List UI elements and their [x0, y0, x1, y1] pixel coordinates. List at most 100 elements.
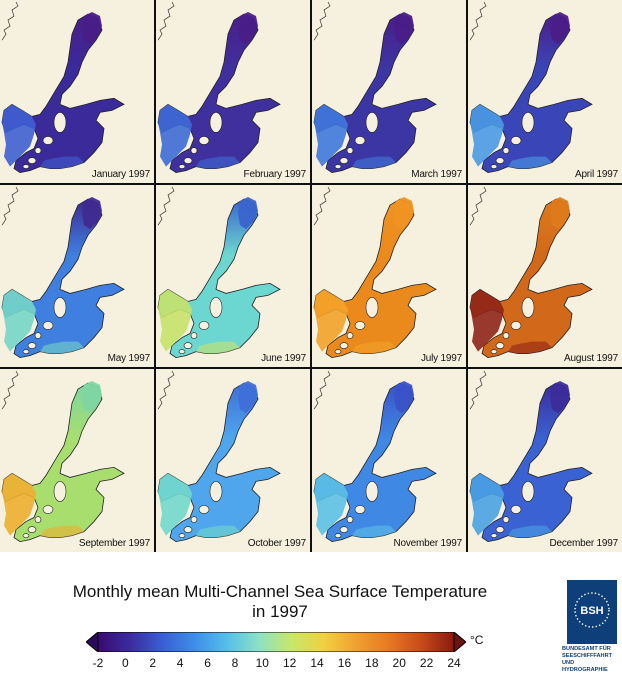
- northern-gulf-area: [82, 196, 102, 229]
- island: [209, 112, 223, 133]
- baltic-sea-map: [469, 1, 593, 174]
- island: [495, 526, 505, 534]
- coastline: [1, 186, 19, 225]
- month-label: August 1997: [564, 353, 618, 365]
- island: [334, 348, 342, 354]
- island: [365, 296, 379, 318]
- island: [502, 331, 510, 339]
- northern-gulf-area: [550, 381, 570, 414]
- island: [22, 348, 30, 354]
- northern-gulf-area: [238, 381, 258, 414]
- logo-text: BUNDESAMT FÜR SEESCHIFFFAHRT UND HYDROGR…: [562, 646, 622, 674]
- month-label: October 1997: [247, 538, 306, 549]
- colorbar-tick-label: 18: [365, 656, 379, 670]
- island: [183, 157, 193, 164]
- colorbar-left-arrow: [86, 632, 99, 652]
- month-label: December 1997: [549, 538, 618, 549]
- title-line-1: Monthly mean Multi-Channel Sea Surface T…: [72, 582, 488, 601]
- island: [510, 136, 522, 145]
- island: [365, 481, 379, 503]
- island: [346, 331, 354, 339]
- colorbar-tick-label: 24: [447, 656, 461, 670]
- island: [339, 341, 349, 349]
- southern-coast-area: [352, 341, 396, 354]
- colorbar-tick-label: 10: [255, 656, 269, 670]
- month-label: November 1997: [393, 538, 462, 549]
- baltic-sea-map: [157, 371, 281, 543]
- baltic-sea-map: [313, 186, 437, 358]
- island: [183, 526, 193, 534]
- southern-coast-area: [508, 525, 552, 538]
- month-label: January 1997: [91, 168, 150, 180]
- northern-gulf-area: [82, 381, 102, 414]
- island: [42, 136, 54, 145]
- month-label: May 1997: [107, 353, 151, 365]
- southern-coast-area: [352, 156, 396, 169]
- island: [209, 481, 223, 503]
- western-sea-area: [158, 473, 192, 536]
- colorbar-tick-label: 16: [337, 656, 352, 670]
- island: [510, 320, 522, 330]
- sea-area: [1, 382, 125, 543]
- colorbar-right-arrow: [453, 632, 466, 652]
- colorbar-ticks: -2 0 2 4 6 8 10 12 14 16 18 20 22 24: [86, 656, 466, 672]
- western-sea-area: [470, 104, 504, 167]
- coastline: [313, 371, 331, 410]
- island: [490, 164, 498, 169]
- island: [183, 341, 193, 349]
- month-label: February 1997: [243, 168, 307, 180]
- northern-gulf-area: [550, 12, 570, 45]
- coastline: [469, 371, 487, 410]
- map-panel-11: November 1997: [312, 369, 466, 552]
- southern-coast-area: [196, 156, 240, 169]
- colorbar-tick-label: 20: [392, 656, 406, 670]
- baltic-sea-map: [1, 186, 125, 358]
- southern-coast-area: [352, 525, 396, 538]
- island: [53, 296, 67, 318]
- baltic-sea-map: [1, 371, 125, 543]
- western-sea-area: [314, 289, 348, 352]
- island: [346, 147, 354, 154]
- western-sea-area: [314, 104, 348, 167]
- northern-gulf-area: [82, 12, 102, 45]
- island: [34, 147, 42, 154]
- western-sea-area: [470, 289, 504, 352]
- southern-coast-area: [508, 341, 552, 354]
- southern-coast-area: [40, 156, 84, 169]
- island: [354, 136, 366, 145]
- southern-coast-area: [196, 341, 240, 354]
- island: [53, 481, 67, 503]
- map-panel-6: June 1997: [156, 184, 310, 368]
- southern-coast-area: [196, 525, 240, 538]
- logo-mark: BSH: [580, 605, 603, 617]
- logo-line-4: HYDROGRAPHIE: [562, 667, 608, 673]
- map-panel-8: August 1997: [468, 184, 622, 368]
- island: [190, 516, 198, 524]
- coastline: [157, 1, 175, 41]
- colorbar-tick-label: 8: [231, 656, 239, 670]
- island: [365, 112, 379, 133]
- map-panel-2: February 1997: [156, 0, 310, 183]
- island: [510, 505, 522, 515]
- northern-gulf-area: [550, 196, 570, 229]
- coastline: [469, 1, 487, 41]
- western-sea-area: [470, 473, 504, 536]
- colorbar-tick-label: 12: [283, 656, 297, 670]
- month-label: September 1997: [78, 538, 150, 549]
- month-label: March 1997: [411, 168, 462, 180]
- island: [178, 164, 186, 169]
- island: [190, 147, 198, 154]
- map-panel-5: May 1997: [0, 184, 154, 368]
- western-sea-area: [314, 473, 348, 536]
- island: [354, 505, 366, 515]
- island: [521, 296, 535, 318]
- southern-coast-area: [508, 156, 552, 169]
- colorbar-tick-label: 22: [419, 656, 434, 670]
- southern-coast-area: [40, 341, 84, 354]
- western-sea-area: [2, 473, 36, 536]
- western-sea-area: [2, 289, 36, 352]
- northern-gulf-area: [394, 12, 414, 45]
- colorbar-tick-label: 14: [310, 656, 324, 670]
- island: [209, 296, 223, 318]
- island: [502, 147, 510, 154]
